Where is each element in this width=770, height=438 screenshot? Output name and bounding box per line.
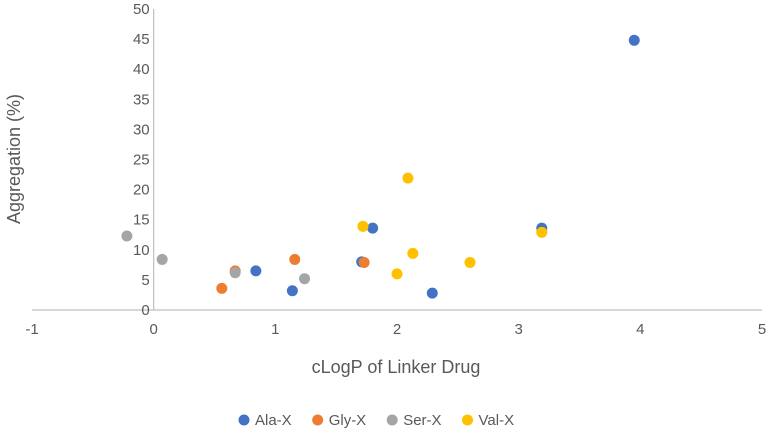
x-tick-label: -1 [25, 321, 38, 338]
series-val-x [357, 172, 548, 280]
legend-label: Gly-X [329, 412, 367, 429]
x-tick-label: 1 [271, 321, 279, 338]
legend-marker [462, 414, 474, 426]
x-tick-label: 3 [514, 321, 522, 338]
data-point [250, 265, 262, 277]
legend-marker [386, 414, 398, 426]
y-tick-label: 40 [133, 61, 150, 78]
data-point [358, 256, 370, 268]
x-tick-label: 5 [758, 321, 766, 338]
legend-item: Gly-X [312, 412, 366, 429]
series-ala-x [250, 34, 640, 299]
legend-item: Val-X [462, 412, 514, 429]
data-point [289, 253, 301, 265]
data-points [121, 34, 640, 299]
legend-marker [312, 414, 324, 426]
legend-label: Ser-X [403, 412, 441, 429]
legend-label: Val-X [479, 412, 515, 429]
series-ser-x [121, 230, 311, 285]
x-tick-label: 2 [393, 321, 401, 338]
data-point [367, 222, 379, 234]
y-tick-label: 45 [133, 31, 150, 48]
y-tick-label: 0 [141, 302, 149, 319]
data-point [426, 287, 438, 299]
x-axis-title: cLogP of Linker Drug [312, 357, 481, 377]
data-point [402, 172, 414, 184]
data-point [536, 226, 548, 238]
y-tick-label: 20 [133, 182, 150, 199]
data-point [229, 267, 241, 279]
y-tick-label: 25 [133, 152, 150, 169]
y-tick-label: 5 [141, 272, 149, 289]
legend-marker [238, 414, 250, 426]
y-tick-label: 30 [133, 121, 150, 138]
y-axis-title: Aggregation (%) [4, 94, 24, 224]
y-tick-label: 10 [133, 242, 150, 259]
x-tick-labels: -1 0 1 2 3 4 5 [25, 321, 766, 338]
data-point [299, 273, 311, 285]
x-tick-label: 0 [149, 321, 157, 338]
legend: Ala-X Gly-X Ser-X Val-X [238, 412, 514, 429]
data-point [391, 268, 403, 280]
axes [32, 9, 762, 311]
y-tick-label: 35 [133, 91, 150, 108]
legend-item: Ser-X [386, 412, 442, 429]
data-point [628, 34, 640, 46]
data-point [121, 230, 133, 242]
data-point [216, 282, 228, 294]
data-point [464, 256, 476, 268]
y-tick-label: 50 [133, 1, 150, 18]
data-point [156, 253, 168, 265]
data-point [286, 285, 298, 297]
data-point [407, 247, 419, 259]
legend-label: Ala-X [255, 412, 292, 429]
legend-item: Ala-X [238, 412, 292, 429]
y-tick-labels: 0 5 10 15 20 25 30 35 40 45 50 [133, 1, 150, 319]
x-tick-label: 4 [636, 321, 644, 338]
data-point [357, 220, 369, 232]
y-tick-label: 15 [133, 212, 150, 229]
